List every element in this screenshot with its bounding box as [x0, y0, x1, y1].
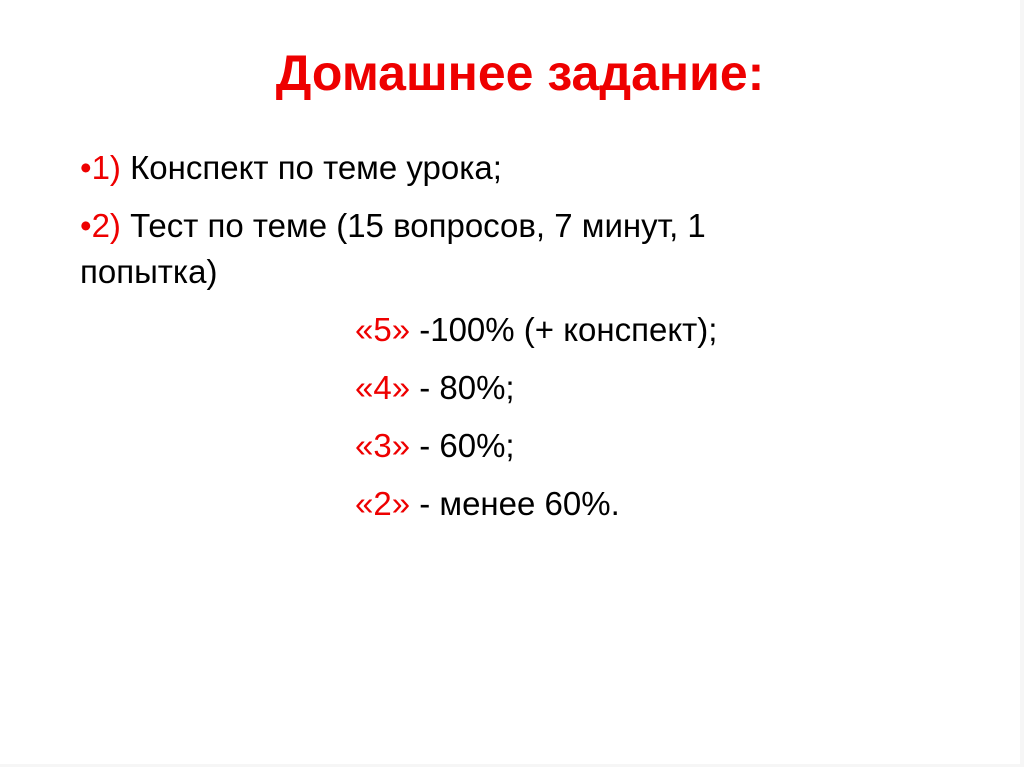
bullet: •	[80, 207, 92, 244]
grade-2: «2» - менее 60%.	[355, 485, 620, 523]
grade-label: «4»	[355, 369, 411, 406]
list-item-2: •2) Тест по теме (15 вопросов, 7 минут, …	[80, 207, 706, 245]
grade-text: - 60%;	[410, 427, 515, 464]
list-item-2-continuation: попытка)	[80, 253, 218, 290]
item-text: Конспект по теме урока;	[130, 149, 502, 186]
grade-5: «5» -100% (+ конспект);	[355, 311, 717, 349]
grade-text: - менее 60%.	[410, 485, 620, 522]
slide-edge-bottom	[0, 764, 1024, 767]
slide-title: Домашнее задание:	[275, 45, 765, 101]
grade-3: «3» - 60%;	[355, 427, 515, 465]
grade-label: «5»	[355, 311, 411, 348]
grade-text: -100% (+ конспект);	[410, 311, 718, 348]
item-number: 2)	[91, 207, 121, 244]
grade-label: «3»	[355, 427, 411, 464]
bullet: •	[80, 149, 92, 186]
grade-text: - 80%;	[410, 369, 515, 406]
item-text: Тест по теме (15 вопросов, 7 минут, 1	[130, 207, 706, 244]
grade-4: «4» - 80%;	[355, 369, 515, 407]
grade-label: «2»	[355, 485, 411, 522]
list-item-1: •1) Конспект по теме урока;	[80, 149, 502, 187]
item-number: 1)	[91, 149, 121, 186]
slide-edge	[1020, 0, 1024, 767]
